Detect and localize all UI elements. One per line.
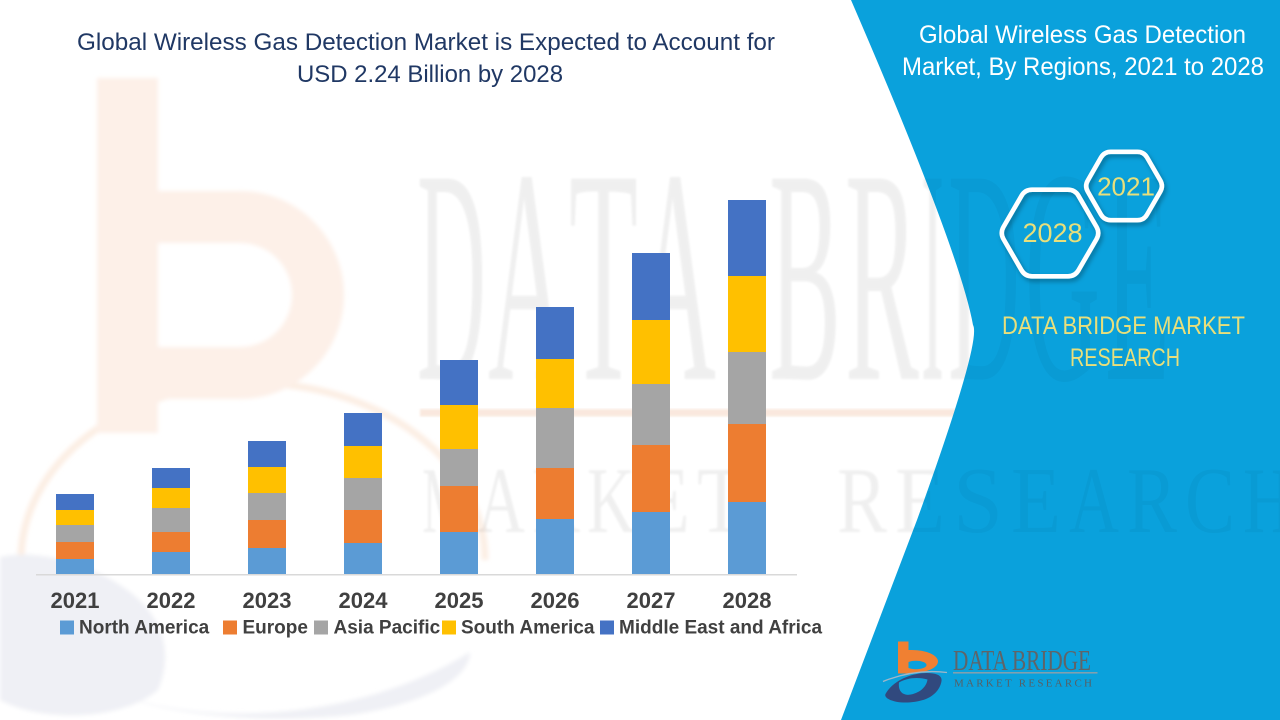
svg-text:K: K xyxy=(587,449,635,553)
svg-text:Middle East and Africa: Middle East and Africa xyxy=(619,618,822,639)
svg-text:E: E xyxy=(1105,107,1170,446)
svg-text:A: A xyxy=(1069,449,1119,553)
svg-text:2028: 2028 xyxy=(723,588,772,613)
svg-text:2024: 2024 xyxy=(339,588,389,613)
svg-text:E: E xyxy=(1011,449,1061,553)
svg-text:DATA BRIDGE: DATA BRIDGE xyxy=(953,645,1091,677)
svg-text:Global Wireless Gas Detection: Global Wireless Gas Detection xyxy=(919,21,1246,49)
svg-text:A: A xyxy=(477,449,525,553)
svg-text:2027: 2027 xyxy=(627,588,676,613)
svg-text:2025: 2025 xyxy=(435,588,484,613)
svg-text:H: H xyxy=(1243,449,1280,553)
svg-text:North America: North America xyxy=(79,618,210,639)
svg-text:Europe: Europe xyxy=(243,618,308,639)
svg-text:B: B xyxy=(769,107,841,446)
svg-text:C: C xyxy=(1185,449,1235,553)
svg-text:2021: 2021 xyxy=(1097,172,1155,202)
svg-text:S: S xyxy=(953,449,1003,553)
svg-text:USD 2.24 Billion by 2028: USD 2.24 Billion by 2028 xyxy=(297,61,563,88)
svg-text:RESEARCH: RESEARCH xyxy=(1070,344,1180,372)
svg-text:DATA BRIDGE MARKET: DATA BRIDGE MARKET xyxy=(1002,312,1245,340)
svg-text:Global Wireless Gas Detection: Global Wireless Gas Detection Market is … xyxy=(77,29,775,56)
svg-text:MARKET RESEARCH: MARKET RESEARCH xyxy=(954,678,1092,690)
svg-text:2023: 2023 xyxy=(243,588,292,613)
svg-text:South America: South America xyxy=(461,618,595,639)
svg-text:R: R xyxy=(845,107,920,446)
svg-text:Market, By Regions, 2021 to 20: Market, By Regions, 2021 to 2028 xyxy=(902,53,1264,81)
svg-text:Asia Pacific: Asia Pacific xyxy=(334,618,441,639)
svg-text:R: R xyxy=(837,449,887,553)
svg-text:2022: 2022 xyxy=(147,588,196,613)
svg-text:2028: 2028 xyxy=(1022,218,1082,248)
svg-text:T: T xyxy=(569,107,638,446)
svg-text:2021: 2021 xyxy=(51,588,100,613)
svg-text:2026: 2026 xyxy=(531,588,580,613)
svg-text:R: R xyxy=(1127,449,1177,553)
